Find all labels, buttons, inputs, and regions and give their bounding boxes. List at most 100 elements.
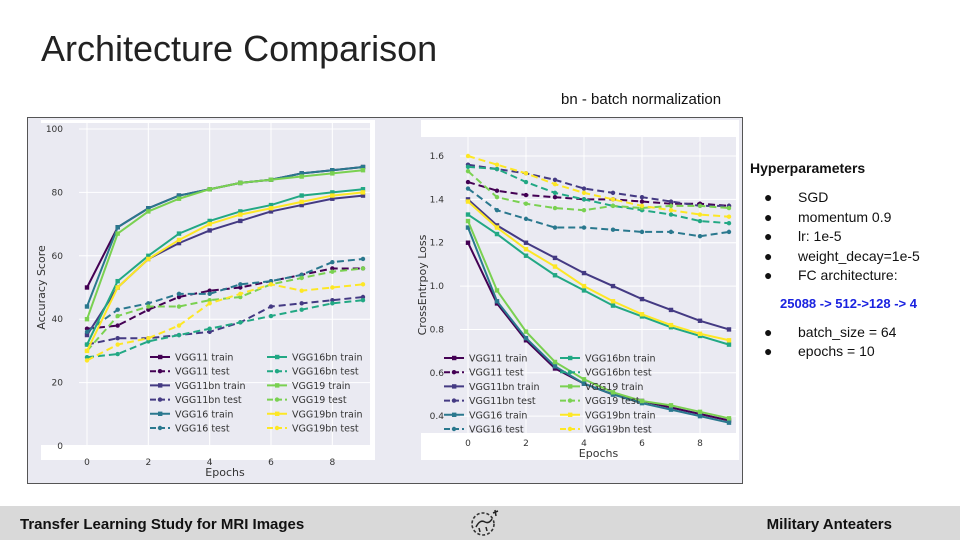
legend-label: VGG16 train (469, 410, 527, 421)
data-point (268, 282, 274, 287)
data-point (523, 335, 529, 341)
legend-label: VGG11bn train (175, 381, 246, 392)
data-point (668, 208, 674, 213)
data-point (668, 322, 674, 328)
data-point (207, 329, 212, 335)
data-point (176, 231, 182, 236)
data-point (146, 256, 151, 262)
data-point (330, 285, 335, 290)
data-point (494, 162, 500, 167)
legend-label: VGG16bn test (585, 368, 652, 379)
hyper-item-label: weight_decay=1e-5 (798, 247, 920, 264)
hyper-item-lr: ● lr: 1e-5 (750, 227, 955, 247)
data-point (668, 229, 674, 235)
series-line (467, 163, 729, 207)
series-line (467, 155, 730, 218)
legend-marker (568, 384, 573, 389)
data-point (552, 273, 558, 278)
data-point (581, 190, 587, 196)
data-point (465, 168, 471, 174)
data-point (84, 348, 90, 354)
data-point (207, 297, 212, 303)
bullet-icon: ● (764, 343, 773, 359)
y-tick-label: 1.6 (430, 152, 445, 162)
data-point (146, 336, 151, 341)
data-point (465, 164, 471, 170)
data-point (523, 171, 529, 176)
data-point (299, 307, 304, 312)
data-point (726, 214, 732, 219)
data-point (330, 171, 335, 176)
data-point (639, 203, 645, 209)
data-point (84, 358, 90, 363)
legend-marker (158, 383, 163, 388)
data-point (523, 192, 529, 198)
data-point (176, 196, 182, 201)
data-point (115, 231, 120, 236)
data-point (697, 413, 703, 419)
bullet-icon: ● (764, 189, 773, 205)
slide-title: Architecture Comparison (41, 28, 438, 69)
data-point (465, 153, 471, 159)
data-point (268, 202, 274, 208)
data-point (115, 285, 120, 290)
legend-label: VGG16 train (175, 409, 233, 420)
data-point (115, 323, 120, 328)
legend-label: VGG16bn train (585, 354, 656, 365)
data-point (494, 299, 500, 304)
data-point (207, 291, 212, 297)
data-point (639, 194, 645, 200)
data-point (552, 194, 558, 200)
data-point (330, 301, 335, 306)
legend-marker (275, 383, 280, 388)
legend-marker (275, 354, 280, 360)
data-point (552, 181, 558, 187)
legend-label: VGG16 test (469, 425, 524, 436)
hyperparameters-list-top: ● SGD ● momentum 0.9 ● lr: 1e-5 ● weight_dec… (750, 188, 955, 286)
data-point (299, 199, 304, 205)
data-point (610, 283, 616, 289)
data-point (176, 332, 182, 338)
x-tick-label: 0 (84, 458, 90, 468)
data-point (552, 264, 558, 269)
legend-marker (274, 369, 280, 374)
legend-marker (157, 369, 163, 374)
series-line (86, 296, 364, 346)
legend-marker (568, 412, 573, 417)
y-tick-label: 1.0 (430, 282, 445, 292)
data-point (207, 221, 212, 227)
data-point (697, 212, 703, 217)
footer-team-name: Military Anteaters (766, 516, 892, 533)
series-line (86, 283, 364, 362)
data-point (581, 288, 587, 293)
hyper-item-epochs: ● epochs = 10 (750, 342, 955, 362)
legend-marker (451, 370, 457, 375)
data-point (581, 186, 587, 191)
y-axis-label: Accuracy Score (35, 245, 48, 330)
data-point (238, 282, 243, 287)
data-point (360, 187, 366, 192)
data-point (465, 199, 471, 204)
data-point (238, 209, 243, 214)
y-tick-label: 1.4 (430, 195, 445, 205)
data-point (360, 282, 366, 287)
data-point (84, 355, 90, 360)
hyper-item-batch-size: ● batch_size = 64 (750, 323, 955, 343)
data-point (268, 304, 274, 309)
data-point (639, 296, 645, 302)
hyper-item-label: batch_size = 64 (798, 323, 897, 340)
legend-marker (157, 425, 163, 431)
hyper-item-momentum: ● momentum 0.9 (750, 208, 955, 228)
data-point (176, 240, 182, 246)
footer-project-title: Transfer Learning Study for MRI Images (20, 516, 305, 533)
legend-label: VGG11 train (469, 354, 527, 365)
data-point (552, 190, 558, 196)
series-line (467, 181, 730, 207)
data-point (115, 225, 120, 230)
hyper-item-label: momentum 0.9 (798, 208, 892, 225)
data-point (552, 225, 558, 230)
series-line (467, 227, 730, 424)
bullet-icon: ● (764, 247, 773, 264)
series-line (467, 200, 730, 342)
data-point (523, 247, 529, 252)
